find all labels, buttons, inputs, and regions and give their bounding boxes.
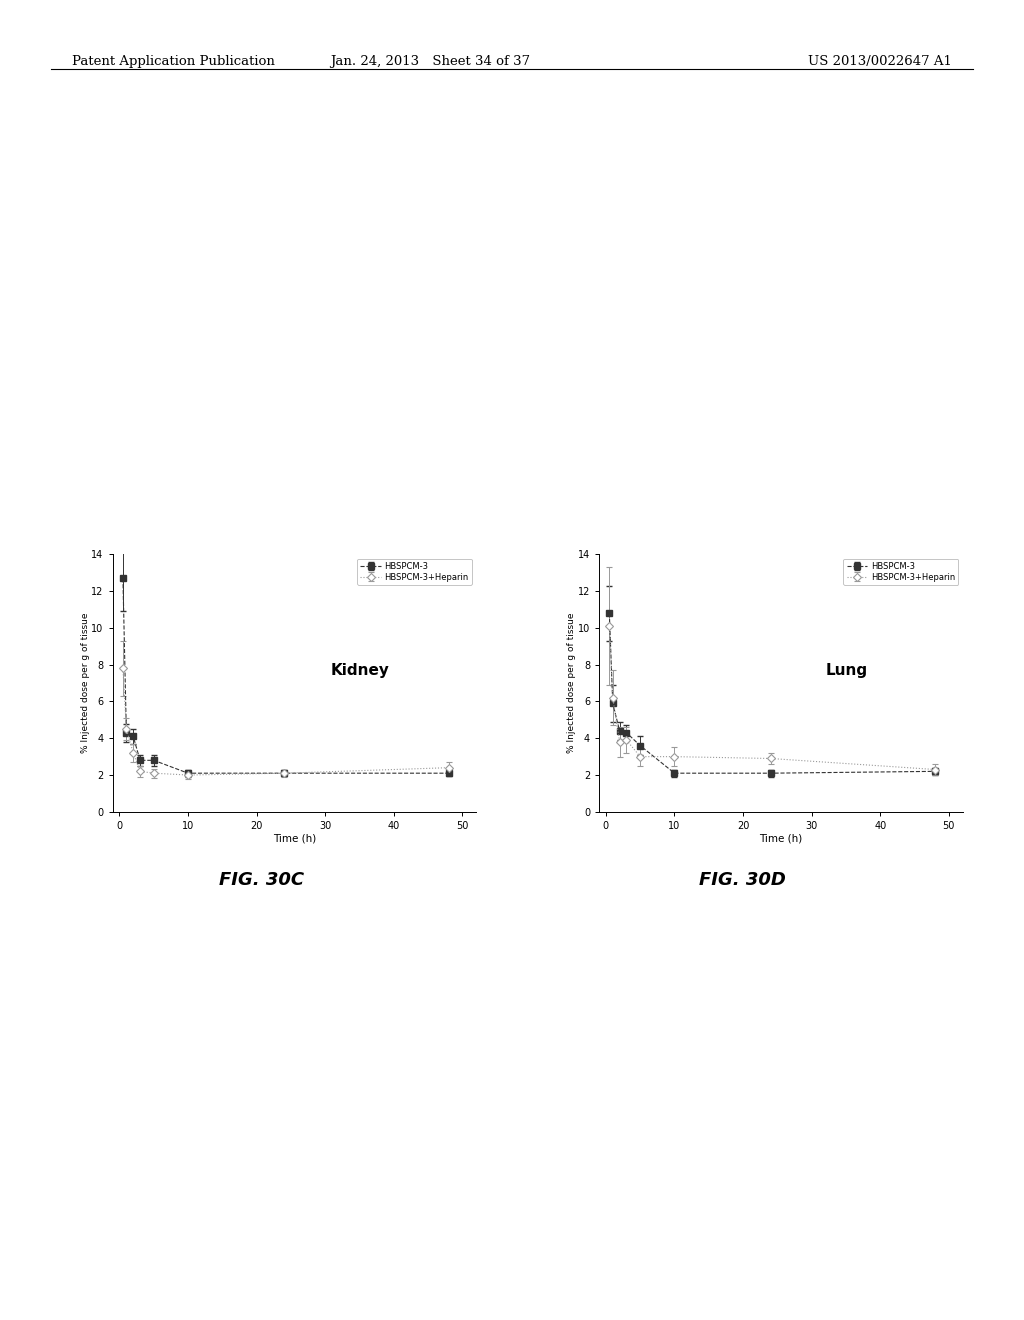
X-axis label: Time (h): Time (h) xyxy=(272,834,316,843)
Y-axis label: % Injected dose per g of tissue: % Injected dose per g of tissue xyxy=(567,612,577,754)
Text: US 2013/0022647 A1: US 2013/0022647 A1 xyxy=(808,55,952,69)
Text: Jan. 24, 2013 Sheet 34 of 37: Jan. 24, 2013 Sheet 34 of 37 xyxy=(330,55,530,69)
X-axis label: Time (h): Time (h) xyxy=(759,834,803,843)
Text: FIG. 30C: FIG. 30C xyxy=(218,871,304,890)
Legend: HBSPCM-3, HBSPCM-3+Heparin: HBSPCM-3, HBSPCM-3+Heparin xyxy=(844,558,958,585)
Legend: HBSPCM-3, HBSPCM-3+Heparin: HBSPCM-3, HBSPCM-3+Heparin xyxy=(357,558,472,585)
Text: Patent Application Publication: Patent Application Publication xyxy=(72,55,274,69)
Y-axis label: % Injected dose per g of tissue: % Injected dose per g of tissue xyxy=(81,612,90,754)
Text: Kidney: Kidney xyxy=(331,663,389,677)
Text: Lung: Lung xyxy=(825,663,867,677)
Text: FIG. 30D: FIG. 30D xyxy=(699,871,785,890)
